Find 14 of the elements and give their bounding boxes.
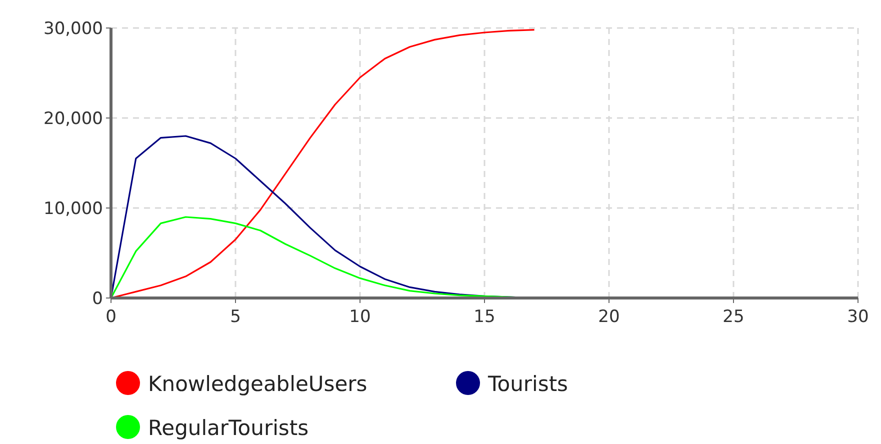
y-tick-label: 30,000 bbox=[44, 19, 103, 39]
x-tick-label: 0 bbox=[106, 307, 116, 327]
legend-label: KnowledgeableUsers bbox=[148, 372, 368, 396]
y-tick-label: 10,000 bbox=[44, 199, 103, 219]
x-tick-label: 5 bbox=[230, 307, 241, 327]
x-tick-label: 30 bbox=[847, 307, 869, 327]
y-tick-label: 0 bbox=[92, 289, 103, 309]
x-tick-label: 25 bbox=[722, 307, 744, 327]
x-tick-label: 10 bbox=[349, 307, 371, 327]
legend-label: Tourists bbox=[487, 372, 568, 396]
legend-label: RegularTourists bbox=[148, 416, 309, 440]
x-tick-label: 15 bbox=[474, 307, 496, 327]
y-tick-label: 20,000 bbox=[44, 109, 103, 129]
x-tick-label: 20 bbox=[598, 307, 620, 327]
